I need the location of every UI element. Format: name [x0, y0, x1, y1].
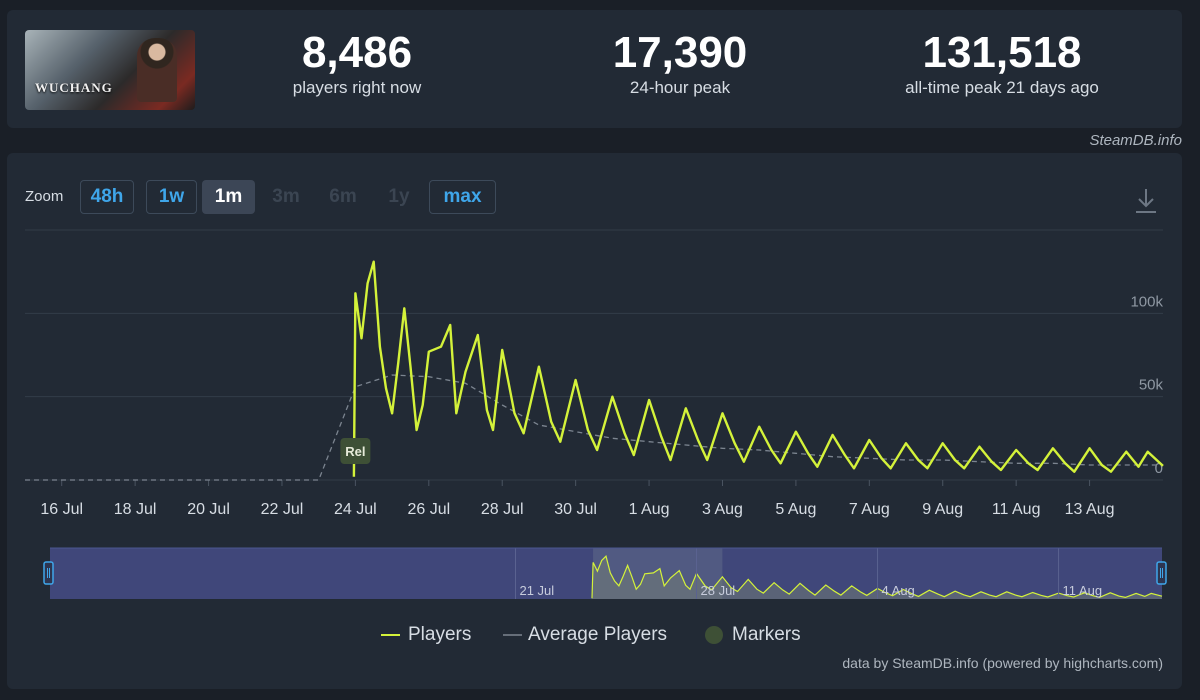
chart-card [7, 153, 1182, 689]
legend-players-label: Players [408, 624, 472, 645]
stat-alltime-peak-value: 131,518 [922, 28, 1082, 77]
zoom-button-1m[interactable]: 1m [202, 180, 255, 214]
zoom-button-1w[interactable]: 1w [146, 180, 197, 214]
stat-24h-peak-label: 24-hour peak [629, 78, 731, 97]
legend-average-label: Average Players [528, 624, 668, 645]
zoom-button-max[interactable]: max [429, 180, 496, 214]
zoom-label: Zoom [25, 188, 64, 205]
stat-current-label: players right now [292, 78, 422, 97]
game-logo: WUCHANG [35, 80, 113, 95]
stat-current: 8,486 players right now [227, 30, 487, 98]
highcharts-credit[interactable]: data by SteamDB.info (powered by highcha… [842, 655, 1163, 671]
zoom-button-48h[interactable]: 48h [80, 180, 134, 214]
zoom-button-6m: 6m [329, 186, 357, 207]
zoom-button-3m: 3m [272, 186, 300, 207]
download-icon[interactable] [1133, 187, 1159, 215]
zoom-button-1y: 1y [388, 186, 410, 207]
game-thumbnail[interactable]: WUCHANG [25, 30, 195, 110]
legend-players[interactable]: Players [380, 624, 471, 646]
stat-current-value: 8,486 [301, 28, 413, 77]
marker-dot-icon [705, 626, 723, 644]
game-art-figure [137, 38, 177, 102]
legend-average-symbol [503, 634, 522, 636]
stat-24h-peak: 17,390 24-hour peak [550, 30, 810, 98]
stat-alltime-peak: 131,518 all-time peak 21 days ago [872, 30, 1132, 98]
stat-24h-peak-value: 17,390 [612, 28, 748, 77]
steamdb-credit[interactable]: SteamDB.info [1089, 132, 1182, 149]
legend-average[interactable]: Average Players [502, 624, 667, 646]
legend-markers[interactable]: Markers [704, 624, 801, 646]
legend-players-symbol [381, 634, 400, 636]
stat-alltime-peak-label: all-time peak 21 days ago [905, 78, 1099, 97]
legend-markers-label: Markers [732, 624, 801, 645]
stats-card [7, 10, 1182, 128]
